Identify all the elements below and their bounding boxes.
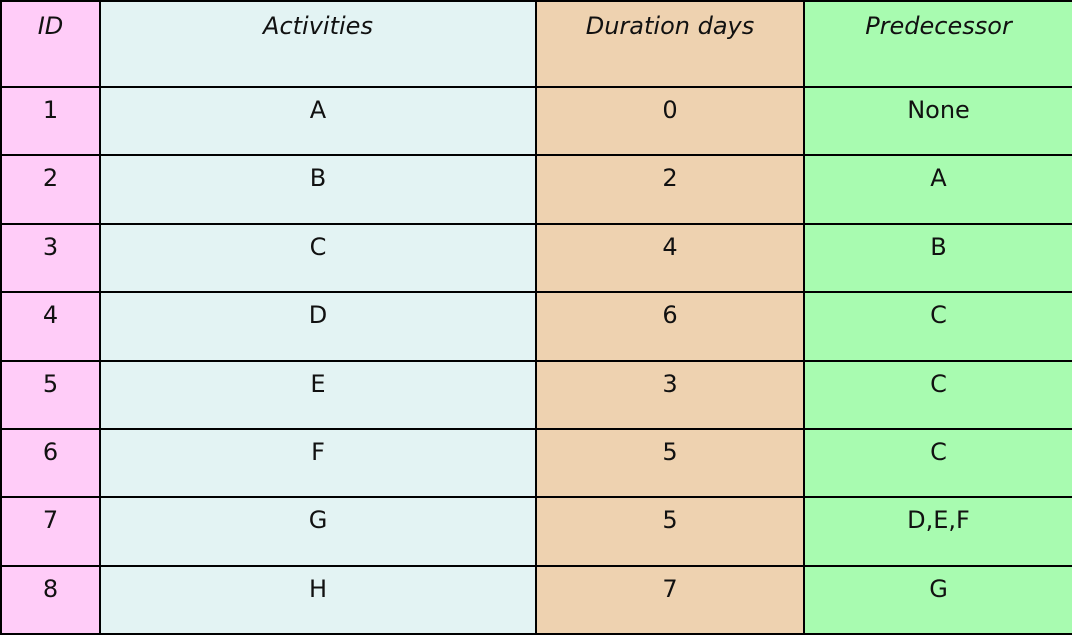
- table-row: 8 H 7 G: [0, 564, 1072, 635]
- cell-duration: 5: [535, 427, 805, 499]
- cell-predecessor: C: [803, 291, 1072, 362]
- cell-activity: G: [99, 496, 537, 567]
- table-header-row: ID Activities Duration days Predecessor: [0, 0, 1072, 88]
- cell-predecessor: None: [803, 85, 1072, 157]
- cell-duration: 3: [535, 359, 805, 430]
- cell-duration: 2: [535, 154, 805, 225]
- cell-predecessor: D,E,F: [803, 496, 1072, 567]
- cell-activity: H: [99, 564, 537, 635]
- cell-duration: 4: [535, 222, 805, 294]
- cell-id: 4: [0, 291, 101, 362]
- cell-activity: E: [99, 359, 537, 430]
- table-row: 1 A 0 None: [0, 85, 1072, 157]
- cell-id: 2: [0, 154, 101, 225]
- cell-predecessor: C: [803, 359, 1072, 430]
- table-row: 5 E 3 C: [0, 359, 1072, 430]
- cell-duration: 6: [535, 291, 805, 362]
- cell-predecessor: C: [803, 427, 1072, 499]
- cell-activity: F: [99, 427, 537, 499]
- cell-duration: 5: [535, 496, 805, 567]
- table-row: 6 F 5 C: [0, 427, 1072, 499]
- cell-predecessor: G: [803, 564, 1072, 635]
- cell-predecessor: B: [803, 222, 1072, 294]
- header-predecessor: Predecessor: [803, 0, 1072, 88]
- cell-id: 6: [0, 427, 101, 499]
- cell-id: 1: [0, 85, 101, 157]
- cell-activity: B: [99, 154, 537, 225]
- cell-activity: D: [99, 291, 537, 362]
- header-id: ID: [0, 0, 101, 88]
- table-row: 4 D 6 C: [0, 291, 1072, 362]
- cell-id: 8: [0, 564, 101, 635]
- cell-predecessor: A: [803, 154, 1072, 225]
- header-duration-days: Duration days: [535, 0, 805, 88]
- cell-duration: 7: [535, 564, 805, 635]
- cell-id: 7: [0, 496, 101, 567]
- table-row: 7 G 5 D,E,F: [0, 496, 1072, 567]
- table-row: 2 B 2 A: [0, 154, 1072, 225]
- cell-activity: C: [99, 222, 537, 294]
- table-row: 3 C 4 B: [0, 222, 1072, 294]
- header-activities: Activities: [99, 0, 537, 88]
- cell-id: 5: [0, 359, 101, 430]
- cell-activity: A: [99, 85, 537, 157]
- cell-duration: 0: [535, 85, 805, 157]
- cell-id: 3: [0, 222, 101, 294]
